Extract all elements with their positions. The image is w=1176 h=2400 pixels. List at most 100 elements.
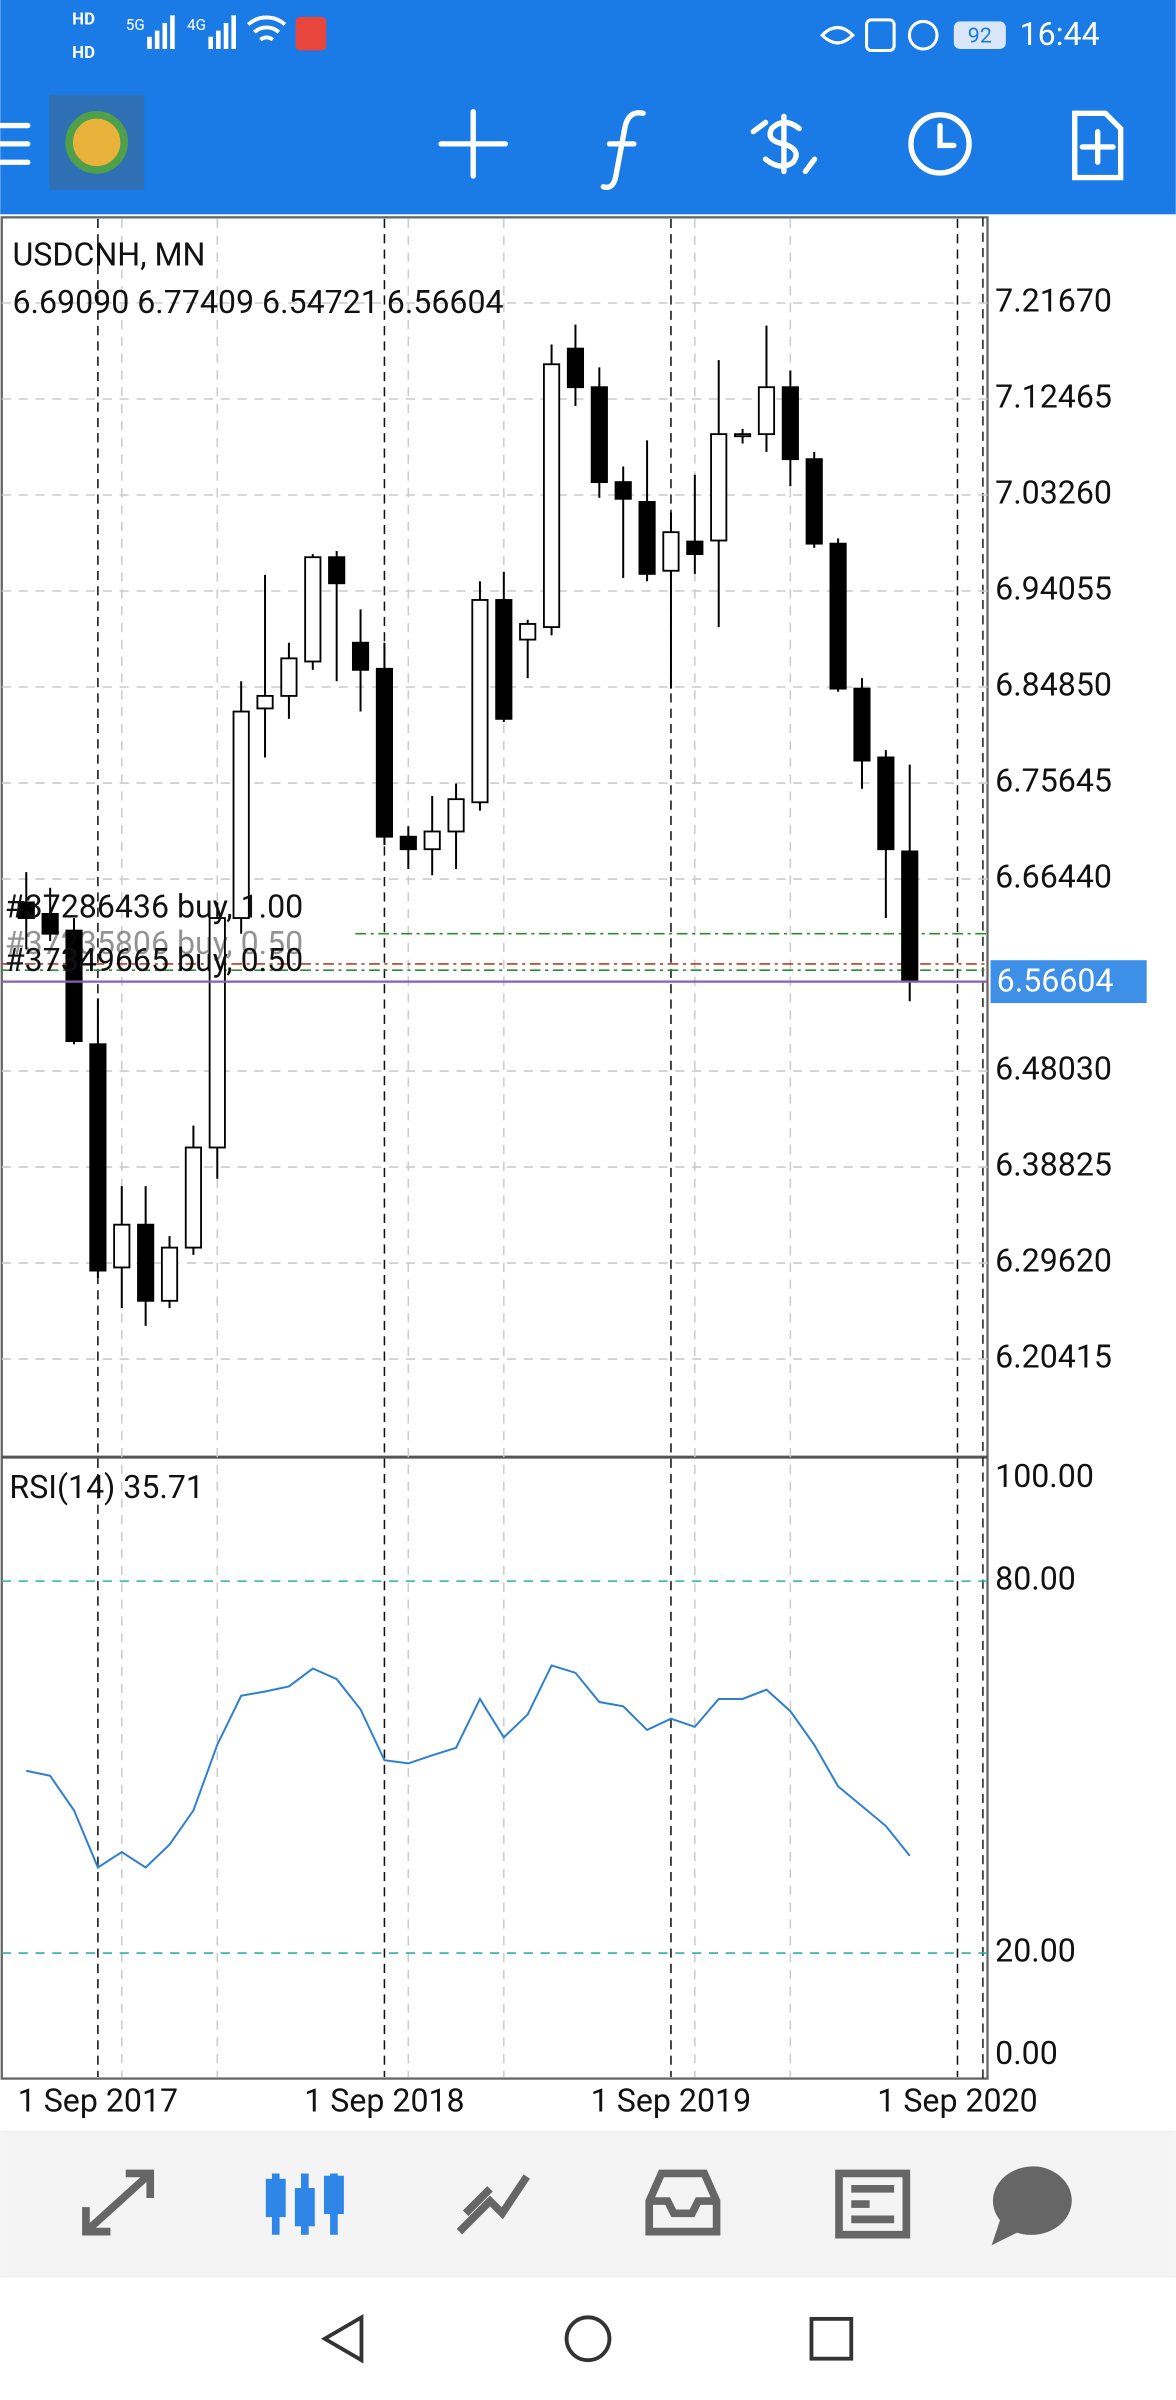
trade-tab[interactable] — [456, 2174, 530, 2235]
x-tick-label: 1 Sep 2019 — [591, 2082, 751, 2120]
timeframe-button[interactable] — [908, 112, 972, 176]
marks — [1, 324, 988, 1869]
new-order-button[interactable] — [1072, 110, 1124, 181]
icon — [154, 30, 160, 49]
candle-body — [137, 1223, 155, 1302]
y-tick-label: 80.00 — [995, 1560, 1076, 1598]
y-tick-label: 20.00 — [995, 1932, 1076, 1970]
order-label: #37349665 buy, 0.50 — [5, 941, 303, 979]
battery-icon — [953, 21, 1006, 49]
candle-body — [495, 599, 513, 720]
candle-body — [877, 756, 895, 851]
app-logo-mark — [65, 110, 129, 174]
y-tick-label: 7.12465 — [995, 378, 1112, 416]
bid-label-box — [990, 960, 1147, 1004]
signal-label: 4G — [187, 16, 206, 34]
indicator-title: RSI(14) 35.71 — [9, 1468, 204, 1506]
candle-body — [17, 901, 35, 919]
order-label: #37286436 buy, 1.00 — [5, 888, 303, 926]
candle-body — [781, 386, 799, 461]
bottom-nav-icons — [82, 2166, 1072, 2246]
candle-body — [423, 830, 441, 851]
candle-body — [829, 542, 847, 690]
candle-body — [89, 1043, 107, 1272]
candle-body — [805, 458, 823, 545]
icon — [208, 36, 213, 49]
signal-label: HD — [72, 9, 95, 29]
y-tick-label: 0.00 — [995, 2034, 1058, 2072]
candle-body — [614, 481, 632, 500]
y-tick-label: 6.84850 — [995, 666, 1112, 704]
x-tick-label: 1 Sep 2020 — [877, 2082, 1037, 2120]
y-tick-label: 6.75645 — [995, 762, 1112, 800]
candle-body — [662, 531, 680, 572]
y-tick-label: 6.48030 — [995, 1050, 1112, 1088]
bid-label: 6.56604 — [997, 962, 1114, 1000]
bottom-nav — [0, 2130, 1176, 2278]
chart-frame — [0, 216, 989, 2080]
icon — [147, 36, 152, 49]
signal-label: 5G — [126, 16, 145, 34]
candle-body — [710, 433, 728, 542]
system-nav — [320, 2314, 854, 2364]
signal-label: HD — [72, 43, 95, 63]
candle-body — [208, 917, 226, 1149]
y-tick-label: 6.29620 — [995, 1242, 1112, 1280]
chart-title: USDCNH, MN — [12, 236, 205, 274]
candle-body — [41, 912, 59, 935]
candle-body — [280, 657, 298, 697]
trade-button[interactable] — [750, 113, 818, 175]
y-tick-label: 7.03260 — [995, 474, 1112, 512]
back-button[interactable] — [320, 2314, 364, 2364]
icon — [231, 15, 236, 49]
history-tab[interactable] — [645, 2169, 721, 2236]
wifi-icon — [246, 15, 287, 42]
indicators-button[interactable] — [600, 110, 646, 190]
candle-body — [65, 929, 83, 1043]
y-tick-label: 6.20415 — [995, 1338, 1112, 1376]
battery-level: 92 — [968, 23, 992, 48]
candle-body — [184, 1146, 202, 1249]
x-tick-label: 1 Sep 2018 — [304, 2082, 464, 2120]
candle-body — [901, 850, 919, 983]
candle-body — [590, 386, 608, 484]
candle-body — [351, 641, 370, 671]
candle-body — [232, 710, 250, 919]
candle-body — [543, 363, 561, 628]
news-tab[interactable] — [835, 2169, 911, 2239]
grid — [1, 218, 988, 2078]
candle-body — [734, 433, 752, 438]
eye-icon — [820, 26, 855, 45]
candle-body — [304, 556, 322, 663]
candle-body — [519, 623, 537, 641]
home-button[interactable] — [564, 2315, 612, 2363]
candle-body — [566, 347, 585, 389]
quotes-tab[interactable] — [82, 2169, 155, 2236]
chart-tab[interactable] — [265, 2173, 344, 2235]
clock: 16:44 — [1020, 15, 1100, 53]
y-tick-label: 7.21670 — [995, 282, 1112, 320]
toolbar — [0, 94, 1124, 190]
icon — [937, 122, 957, 149]
alarm-icon — [907, 19, 939, 51]
status-icons: HD HD 5G 4G 92 16:44 — [72, 9, 1099, 63]
crosshair-button[interactable] — [438, 109, 509, 179]
candle-body — [113, 1223, 131, 1269]
candle-body — [399, 835, 417, 851]
y-tick-label: 6.94055 — [995, 570, 1112, 608]
icon — [216, 30, 221, 49]
chat-tab[interactable] — [991, 2166, 1072, 2246]
ohlc-label: 6.69090 6.77409 6.54721 6.56604 — [12, 283, 503, 321]
candle-body — [686, 540, 704, 555]
candle-body — [638, 501, 656, 575]
candle-body — [471, 599, 489, 804]
x-tick-label: 1 Sep 2017 — [18, 2082, 178, 2120]
rsi-line — [26, 1664, 911, 1869]
recents-button[interactable] — [809, 2316, 854, 2361]
candle-body — [256, 694, 274, 710]
candle-body — [328, 556, 346, 585]
order-label: #37235806 buy, 0.50 — [5, 924, 303, 962]
menu-button[interactable] — [0, 122, 31, 165]
